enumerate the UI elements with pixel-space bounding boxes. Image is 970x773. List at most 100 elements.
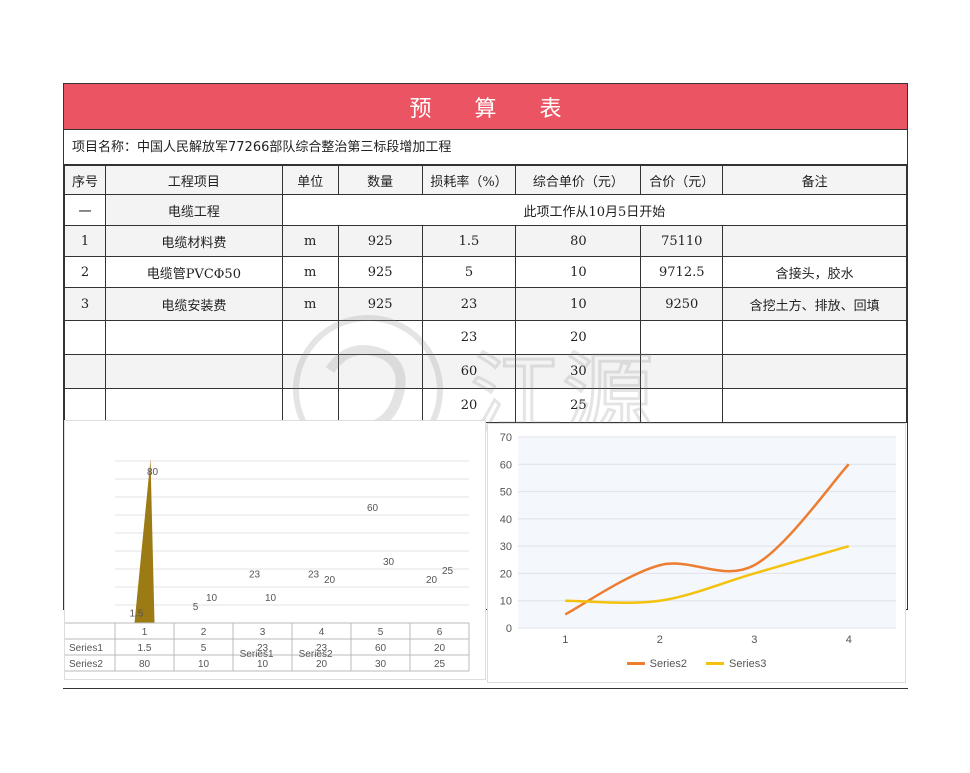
cell-total (640, 388, 724, 423)
table-row: 60 30 (64, 354, 907, 389)
cell-price: 80 (515, 225, 642, 257)
header-unit: 单位 (281, 165, 339, 195)
y-tick-label: 40 (500, 514, 512, 526)
table-value: 10 (257, 659, 269, 670)
cell-no (64, 388, 106, 423)
budget-table: 序号 工程项目 单位 数量 损耗率（%） 综合单价（元） 合价（元） 备注 一 … (64, 165, 908, 423)
axis-caption: Series1 (240, 649, 274, 660)
data-label: 23 (249, 570, 261, 581)
x-tick-label: 1 (562, 634, 568, 646)
cell-remark (722, 388, 907, 423)
section-row: 一 电缆工程 此项工作从10月5日开始 (64, 194, 908, 226)
section-item: 电缆工程 (104, 194, 283, 226)
data-label: 60 (367, 503, 379, 514)
section-note: 此项工作从10月5日开始 (281, 194, 908, 226)
cell-total (640, 354, 724, 389)
cell-unit: m (281, 225, 339, 257)
legend-label: Series3 (729, 657, 767, 670)
cell-qty: 925 (337, 225, 423, 257)
table-value: 23 (257, 643, 269, 654)
cell-remark (722, 225, 907, 257)
data-label: 23 (308, 570, 320, 581)
y-tick-label: 30 (500, 541, 512, 553)
table-value: 10 (198, 659, 210, 670)
x-tick-label: 4 (846, 634, 852, 646)
right-chart-legend: Series2 Series3 (488, 656, 905, 670)
axis-caption: Series2 (299, 649, 333, 660)
y-tick-label: 50 (500, 487, 512, 499)
table-value: 20 (316, 659, 328, 670)
header-item: 工程项目 (104, 165, 283, 195)
y-tick-label: 70 (500, 432, 512, 444)
cell-price: 30 (515, 354, 642, 389)
data-label: 5 (193, 602, 199, 613)
cell-qty (337, 388, 423, 423)
plot-area (518, 437, 896, 628)
section-no: 一 (64, 194, 106, 226)
legend-swatch (626, 662, 645, 665)
series-line (565, 544, 850, 604)
cell-unit (281, 320, 339, 355)
title-bar: 预 算 表 (64, 84, 907, 130)
cell-unit (281, 354, 339, 389)
table-row: 23 20 (64, 320, 907, 355)
category-label: 1 (142, 627, 148, 638)
data-label: 1.5 (130, 608, 144, 619)
cell-qty: 925 (337, 287, 423, 321)
cell-price: 10 (515, 256, 642, 288)
area-mark (134, 459, 155, 623)
legend-label: Series2 (649, 657, 687, 670)
cell-loss: 20 (421, 388, 517, 423)
series-line (564, 463, 850, 616)
category-label: 4 (319, 627, 325, 638)
right-chart-svg: 0 10 20 30 40 50 60 70 1 2 3 4 (500, 432, 896, 646)
table-header-row: 序号 工程项目 单位 数量 损耗率（%） 综合单价（元） 合价（元） 备注 (64, 165, 907, 195)
y-tick-label: 60 (500, 459, 512, 471)
series-name: Series2 (69, 659, 103, 670)
header-qty: 数量 (337, 165, 423, 195)
legend-item: Series2 (626, 657, 687, 670)
cell-item (104, 388, 283, 423)
cell-price: 10 (515, 287, 642, 321)
cell-remark (722, 320, 907, 355)
header-price: 综合单价（元） (515, 165, 642, 195)
table-row: 3 电缆安装费 m 925 23 10 9250 含挖土方、排放、回填 (64, 287, 907, 321)
table-row: 1 电缆材料费 m 925 1.5 80 75110 (64, 225, 907, 257)
left-chart: 1.5 5 23 23 60 20 80 10 10 20 30 25 1 2 3 4 5 6 Series1 1.5… (64, 420, 486, 680)
data-label: 20 (426, 575, 438, 586)
cell-loss: 23 (421, 287, 517, 321)
cell-total: 75110 (640, 225, 724, 257)
data-label: 20 (324, 575, 336, 586)
table-value: 80 (139, 659, 151, 670)
x-tick-label: 2 (657, 634, 663, 646)
cell-unit (281, 388, 339, 423)
category-label: 5 (378, 627, 384, 638)
cell-no (64, 320, 106, 355)
cell-unit: m (281, 287, 339, 321)
cell-loss: 60 (421, 354, 517, 389)
category-label: 6 (437, 627, 443, 638)
header-remark: 备注 (722, 165, 907, 195)
data-label: 10 (206, 593, 218, 604)
cell-item: 电缆材料费 (104, 225, 283, 257)
table-value: 30 (375, 659, 387, 670)
header-loss: 损耗率（%） (421, 165, 517, 195)
x-tick-label: 3 (751, 634, 757, 646)
project-name: 项目名称：中国人民解放军77266部队综合整治第三标段增加工程 (64, 130, 907, 165)
data-label: 80 (147, 467, 159, 478)
cell-total (640, 320, 724, 355)
budget-sheet: 预 算 表 项目名称：中国人民解放军77266部队综合整治第三标段增加工程 序号… (63, 83, 908, 610)
header-total: 合价（元） (640, 165, 724, 195)
cell-remark (722, 354, 907, 389)
cell-price: 20 (515, 320, 642, 355)
cell-no: 3 (64, 287, 106, 321)
data-label: 25 (442, 566, 454, 577)
table-row: 20 25 (64, 388, 907, 423)
cell-loss: 23 (421, 320, 517, 355)
table-value: 25 (434, 659, 446, 670)
category-label: 3 (260, 627, 266, 638)
cell-no: 2 (64, 256, 106, 288)
header-no: 序号 (64, 165, 106, 195)
right-chart: 0 10 20 30 40 50 60 70 1 2 3 4 Series2 Series3 (487, 423, 906, 683)
cell-item: 电缆管PVCΦ50 (104, 256, 283, 288)
